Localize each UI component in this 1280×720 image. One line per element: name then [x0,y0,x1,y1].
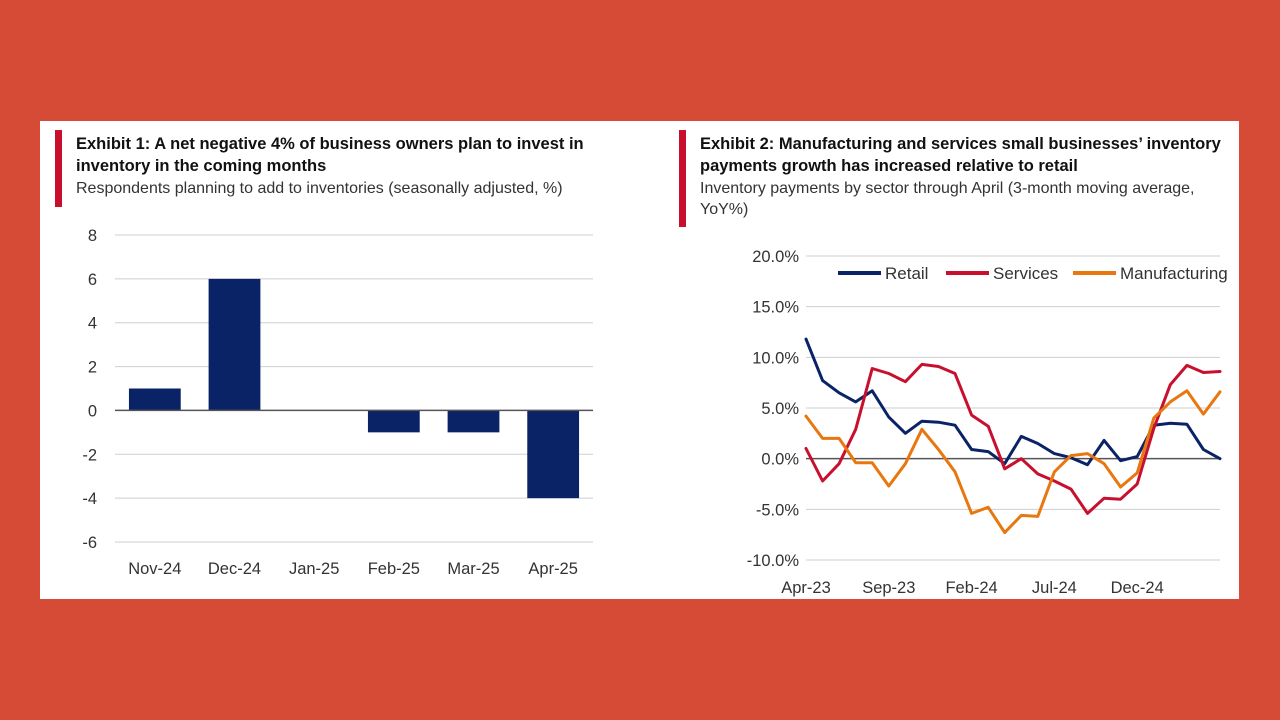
exhibit-1-title: Exhibit 1: A net negative 4% of business… [76,135,584,175]
y-tick-label-6: -4 [82,490,97,508]
exhibit-2: Exhibit 2: Manufacturing and services sm… [660,121,1239,599]
y-tick-label-4: 0 [88,402,97,420]
x-tick-label-4: Dec-24 [1111,579,1164,597]
bar-Feb-25 [367,410,420,433]
y-tick-label-3: 5.0% [761,400,799,418]
y-tick-label-2: 4 [88,315,97,333]
y-tick-label-0: 20.0% [752,248,799,266]
legend-label-manufacturing: Manufacturing [1120,264,1228,283]
x-tick-label-1: Sep-23 [862,579,915,597]
legend-label-retail: Retail [885,264,928,283]
y-tick-label-0: 8 [88,227,97,245]
y-tick-label-2: 10.0% [752,349,799,367]
y-tick-label-1: 15.0% [752,299,799,317]
y-tick-label-4: 0.0% [761,451,799,469]
y-tick-label-5: -2 [82,446,97,464]
exhibit-2-accent-bar [679,130,686,227]
x-tick-label-3: Jul-24 [1032,579,1077,597]
x-tick-label-0: Nov-24 [128,560,181,578]
series-line-services [804,362,1222,515]
exhibit-2-subtitle: Inventory payments by sector through Apr… [700,180,1195,218]
x-tick-label-3: Feb-25 [368,560,420,578]
exhibit-1-subtitle: Respondents planning to add to inventori… [76,180,563,197]
exhibit-2-line-chart: 20.0% 15.0% 10.0% 5.0% 0.0% -5.0% -10.0% Apr-23… [747,248,1228,597]
exhibit-1-accent-bar [55,130,62,207]
y-tick-label-6: -10.0% [747,552,800,570]
exhibit-1-bar-chart: 8 6 4 2 0 -2 -4 -6 Nov-24 Dec-24 Jan-25 Feb-25 Mar-2… [82,227,593,578]
exhibit-1: Exhibit 1: A net negative 4% of business… [40,121,640,599]
series-line-manufacturing [804,389,1222,535]
series-line-retail [804,337,1222,467]
bar-Nov-24 [128,388,181,411]
y-tick-label-5: -5.0% [756,501,799,519]
bar-Mar-25 [447,410,500,433]
x-tick-label-0: Apr-23 [781,579,831,597]
y-tick-label-1: 6 [88,271,97,289]
x-tick-label-4: Mar-25 [447,560,499,578]
x-tick-label-5: Apr-25 [528,560,578,578]
y-tick-label-3: 2 [88,359,97,377]
x-tick-label-2: Feb-24 [945,579,997,597]
legend-label-services: Services [993,264,1058,283]
bar-Apr-25 [527,410,580,499]
exhibit-2-title: Exhibit 2: Manufacturing and services sm… [700,135,1221,175]
x-tick-label-2: Jan-25 [289,560,339,578]
charts-panel: Exhibit 1: A net negative 4% of business… [40,121,1239,599]
y-tick-label-7: -6 [82,534,97,552]
x-tick-label-1: Dec-24 [208,560,261,578]
bar-Dec-24 [208,278,261,411]
